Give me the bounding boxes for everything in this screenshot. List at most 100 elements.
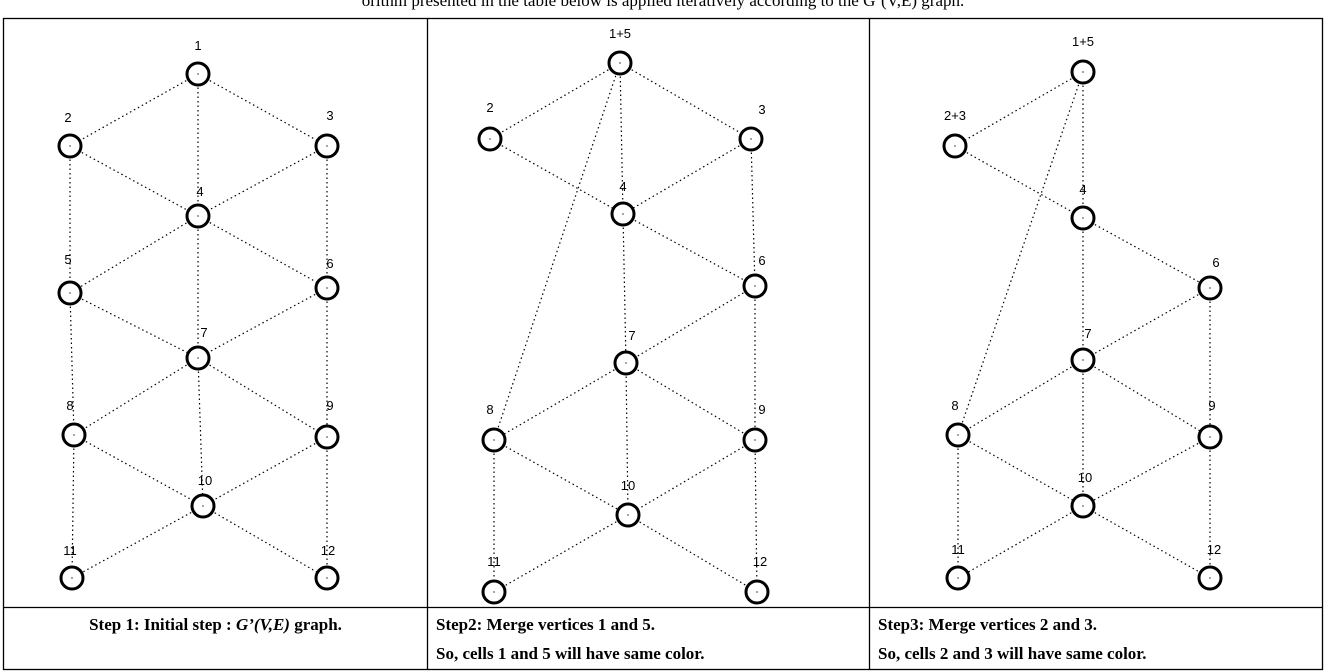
vertex-label: 1 — [194, 38, 201, 53]
vertex-dot — [326, 436, 328, 438]
edge — [627, 439, 756, 516]
vertex-dot — [202, 505, 204, 507]
edge — [69, 292, 199, 359]
vertex-label: 4 — [196, 184, 203, 199]
vertex-label: 3 — [758, 102, 765, 117]
vertex-dot — [625, 362, 627, 364]
edge — [489, 62, 621, 140]
vertex-label: 7 — [628, 328, 635, 343]
vertex-label: 11 — [63, 543, 77, 558]
edge — [71, 505, 204, 579]
edge — [73, 434, 204, 507]
vertex-label: 9 — [1208, 398, 1215, 413]
vertex-label: 1+5 — [609, 26, 631, 41]
vertex-dot — [326, 577, 328, 579]
vertex-dot — [493, 439, 495, 441]
vertex-dot — [493, 591, 495, 593]
caption-line: So, cells 2 and 3 will have same color. — [878, 644, 1147, 663]
vertex-dot — [197, 73, 199, 75]
vertex-dot — [1209, 287, 1211, 289]
vertex-dot — [1209, 436, 1211, 438]
vertex-label: 12 — [753, 554, 767, 569]
vertex-dot — [197, 215, 199, 217]
edge — [625, 285, 756, 364]
vertex-label: 11 — [951, 542, 965, 557]
edge — [197, 287, 328, 359]
edge — [622, 138, 752, 215]
edge — [1082, 505, 1211, 579]
vertex-label: 1+5 — [1072, 34, 1094, 49]
vertex-label: 6 — [326, 256, 333, 271]
caption-italic: G’(V,E) — [235, 615, 290, 634]
edge — [493, 62, 621, 441]
vertex-label: 10 — [1078, 470, 1092, 485]
edge — [489, 138, 624, 215]
vertex-dot — [1082, 217, 1084, 219]
edge — [750, 138, 756, 287]
vertex-dot — [750, 138, 752, 140]
edge — [69, 215, 199, 294]
edge — [622, 213, 627, 364]
caption-text: Step 1: Initial step : — [89, 615, 236, 634]
vertex-dot — [957, 577, 959, 579]
vertex-dot — [69, 145, 71, 147]
vertex-label: 6 — [1212, 255, 1219, 270]
edge — [197, 357, 328, 438]
vertex-dot — [326, 145, 328, 147]
vertex-label: 10 — [621, 478, 635, 493]
edge — [69, 73, 199, 147]
cropped-text: orithm presented in the table below is a… — [361, 0, 965, 10]
table-borders — [2, 17, 1324, 671]
vertex-dot — [754, 439, 756, 441]
vertex-dot — [73, 434, 75, 436]
vertex-dot — [954, 145, 956, 147]
caption-line: Step3: Merge vertices 2 and 3. — [878, 615, 1098, 634]
edge — [197, 215, 328, 289]
vertex-dot — [1082, 359, 1084, 361]
edge — [1082, 287, 1211, 361]
vertex-label: 8 — [951, 398, 958, 413]
edge — [69, 292, 75, 436]
edge — [1082, 217, 1211, 289]
vertex-label: 9 — [758, 402, 765, 417]
caption-line: So, cells 1 and 5 will have same color. — [436, 644, 705, 663]
vertex-label: 4 — [619, 179, 626, 194]
caption-text: graph. — [289, 615, 342, 634]
vertex-dot — [756, 591, 758, 593]
vertex-label: 3 — [326, 108, 333, 123]
vertex-label: 8 — [486, 402, 493, 417]
vertex-label: 4 — [1079, 182, 1086, 197]
vertex-label: 7 — [200, 325, 207, 340]
edge — [957, 71, 1084, 436]
edge — [625, 362, 756, 441]
edge — [627, 514, 758, 593]
edge — [957, 505, 1084, 579]
edge — [754, 439, 758, 593]
vertex-dot — [1082, 505, 1084, 507]
vertex-label: 5 — [64, 252, 71, 267]
vertex-label: 12 — [321, 543, 335, 558]
vertex-dot — [1082, 71, 1084, 73]
vertex-dot — [1209, 577, 1211, 579]
edge — [71, 434, 75, 579]
edge — [202, 505, 328, 579]
edge — [73, 357, 199, 436]
edge — [1082, 436, 1211, 507]
vertex-label: 12 — [1207, 542, 1221, 557]
edge — [957, 434, 1084, 507]
vertex-dot — [326, 287, 328, 289]
edge — [197, 73, 328, 147]
edge — [954, 145, 1084, 219]
vertex-label: 2+3 — [944, 108, 966, 123]
vertex-dot — [622, 213, 624, 215]
vertex-dot — [957, 434, 959, 436]
caption: Step 1: Initial step : G’(V,E) graph. — [4, 610, 427, 670]
vertex-dot — [489, 138, 491, 140]
edge — [493, 514, 629, 593]
edge — [197, 145, 328, 217]
vertex-dot — [69, 292, 71, 294]
edge — [622, 213, 756, 287]
vertex-label: 2 — [486, 100, 493, 115]
